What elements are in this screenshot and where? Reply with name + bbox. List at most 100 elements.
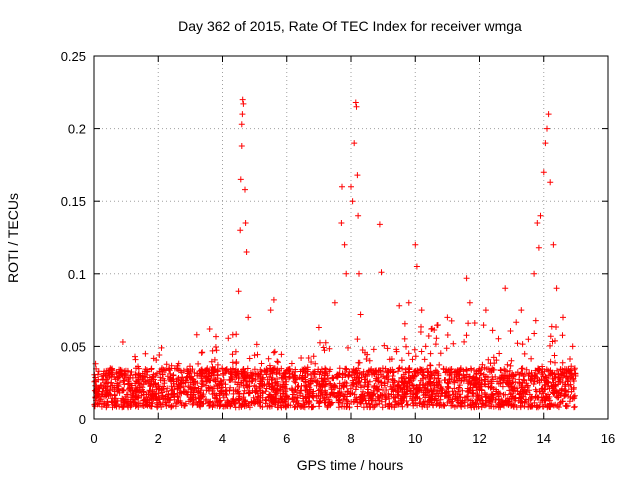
- data-point: [463, 275, 470, 282]
- data-point: [338, 220, 345, 226]
- data-point: [271, 348, 278, 355]
- data-point: [553, 285, 560, 292]
- data-point: [262, 400, 269, 407]
- data-point: [175, 375, 182, 381]
- data-point: [123, 401, 130, 408]
- data-point: [403, 343, 409, 350]
- data-point: [242, 186, 248, 193]
- data-point: [418, 323, 424, 330]
- data-point: [292, 379, 299, 386]
- data-point: [436, 361, 443, 368]
- data-point: [537, 399, 544, 406]
- data-point: [351, 140, 358, 147]
- data-point: [254, 398, 261, 405]
- data-point: [519, 399, 526, 406]
- data-point: [563, 373, 570, 380]
- data-point: [332, 384, 339, 391]
- y-tick-label: 0.25: [61, 49, 86, 64]
- x-tick-label: 0: [90, 431, 97, 446]
- data-point: [217, 402, 224, 409]
- data-point: [220, 403, 227, 410]
- data-point: [303, 395, 310, 402]
- data-point: [559, 359, 566, 366]
- data-point: [278, 351, 285, 358]
- data-point: [542, 394, 549, 401]
- data-point: [571, 404, 577, 411]
- data-point: [496, 350, 503, 357]
- data-point: [344, 388, 351, 395]
- data-point: [109, 382, 116, 389]
- data-point: [451, 379, 458, 386]
- data-point: [266, 402, 273, 409]
- data-point: [510, 375, 516, 382]
- x-axis-label: GPS time / hours: [297, 457, 404, 473]
- data-point: [359, 347, 366, 353]
- data-point: [169, 376, 175, 383]
- data-point: [528, 377, 535, 384]
- data-point: [274, 358, 281, 365]
- data-point: [212, 344, 219, 350]
- data-point: [223, 366, 230, 372]
- data-point: [199, 349, 206, 356]
- data-point: [261, 381, 268, 388]
- data-point: [142, 350, 149, 357]
- data-point: [547, 333, 554, 340]
- data-point: [382, 402, 389, 408]
- data-point: [279, 383, 286, 390]
- data-point: [140, 397, 147, 404]
- data-point: [103, 404, 110, 411]
- data-point: [387, 366, 394, 373]
- data-point: [474, 397, 481, 404]
- data-point: [234, 388, 241, 395]
- data-point: [354, 336, 361, 343]
- data-point: [445, 385, 452, 392]
- data-point: [519, 382, 526, 389]
- data-point: [444, 314, 451, 321]
- data-point: [483, 365, 490, 372]
- data-point: [113, 403, 120, 410]
- data-point: [464, 371, 470, 378]
- data-point: [445, 394, 452, 401]
- data-point: [331, 299, 338, 306]
- data-point: [532, 317, 539, 324]
- data-point: [345, 372, 352, 379]
- data-point: [560, 314, 566, 321]
- data-point: [490, 354, 497, 361]
- data-point: [254, 370, 261, 377]
- data-point: [549, 375, 556, 382]
- data-point: [128, 382, 135, 389]
- data-point: [490, 366, 497, 373]
- data-point: [133, 402, 140, 409]
- data-point: [345, 344, 351, 351]
- data-point: [305, 389, 312, 396]
- x-tick-label: 2: [155, 431, 162, 446]
- data-point: [366, 357, 373, 364]
- data-point: [539, 366, 546, 373]
- data-point: [393, 401, 400, 408]
- data-point: [487, 398, 494, 405]
- data-point: [222, 390, 229, 397]
- data-point: [393, 346, 400, 353]
- data-point: [233, 331, 240, 338]
- data-point: [505, 378, 512, 385]
- data-point: [424, 365, 431, 372]
- data-point: [412, 353, 419, 360]
- data-point: [405, 350, 412, 357]
- data-point: [436, 379, 443, 386]
- data-point: [562, 381, 569, 388]
- y-tick-label: 0: [79, 412, 86, 427]
- data-point: [440, 366, 447, 373]
- data-point: [237, 227, 244, 234]
- data-point: [240, 366, 247, 372]
- data-point: [378, 382, 385, 389]
- data-point: [262, 388, 269, 395]
- data-point: [229, 351, 236, 358]
- data-point: [132, 371, 139, 378]
- data-point: [494, 378, 501, 385]
- data-point: [147, 381, 154, 387]
- data-point: [193, 331, 200, 338]
- data-point: [298, 387, 305, 394]
- data-point: [322, 387, 328, 394]
- data-point: [248, 378, 255, 385]
- data-point: [109, 404, 116, 411]
